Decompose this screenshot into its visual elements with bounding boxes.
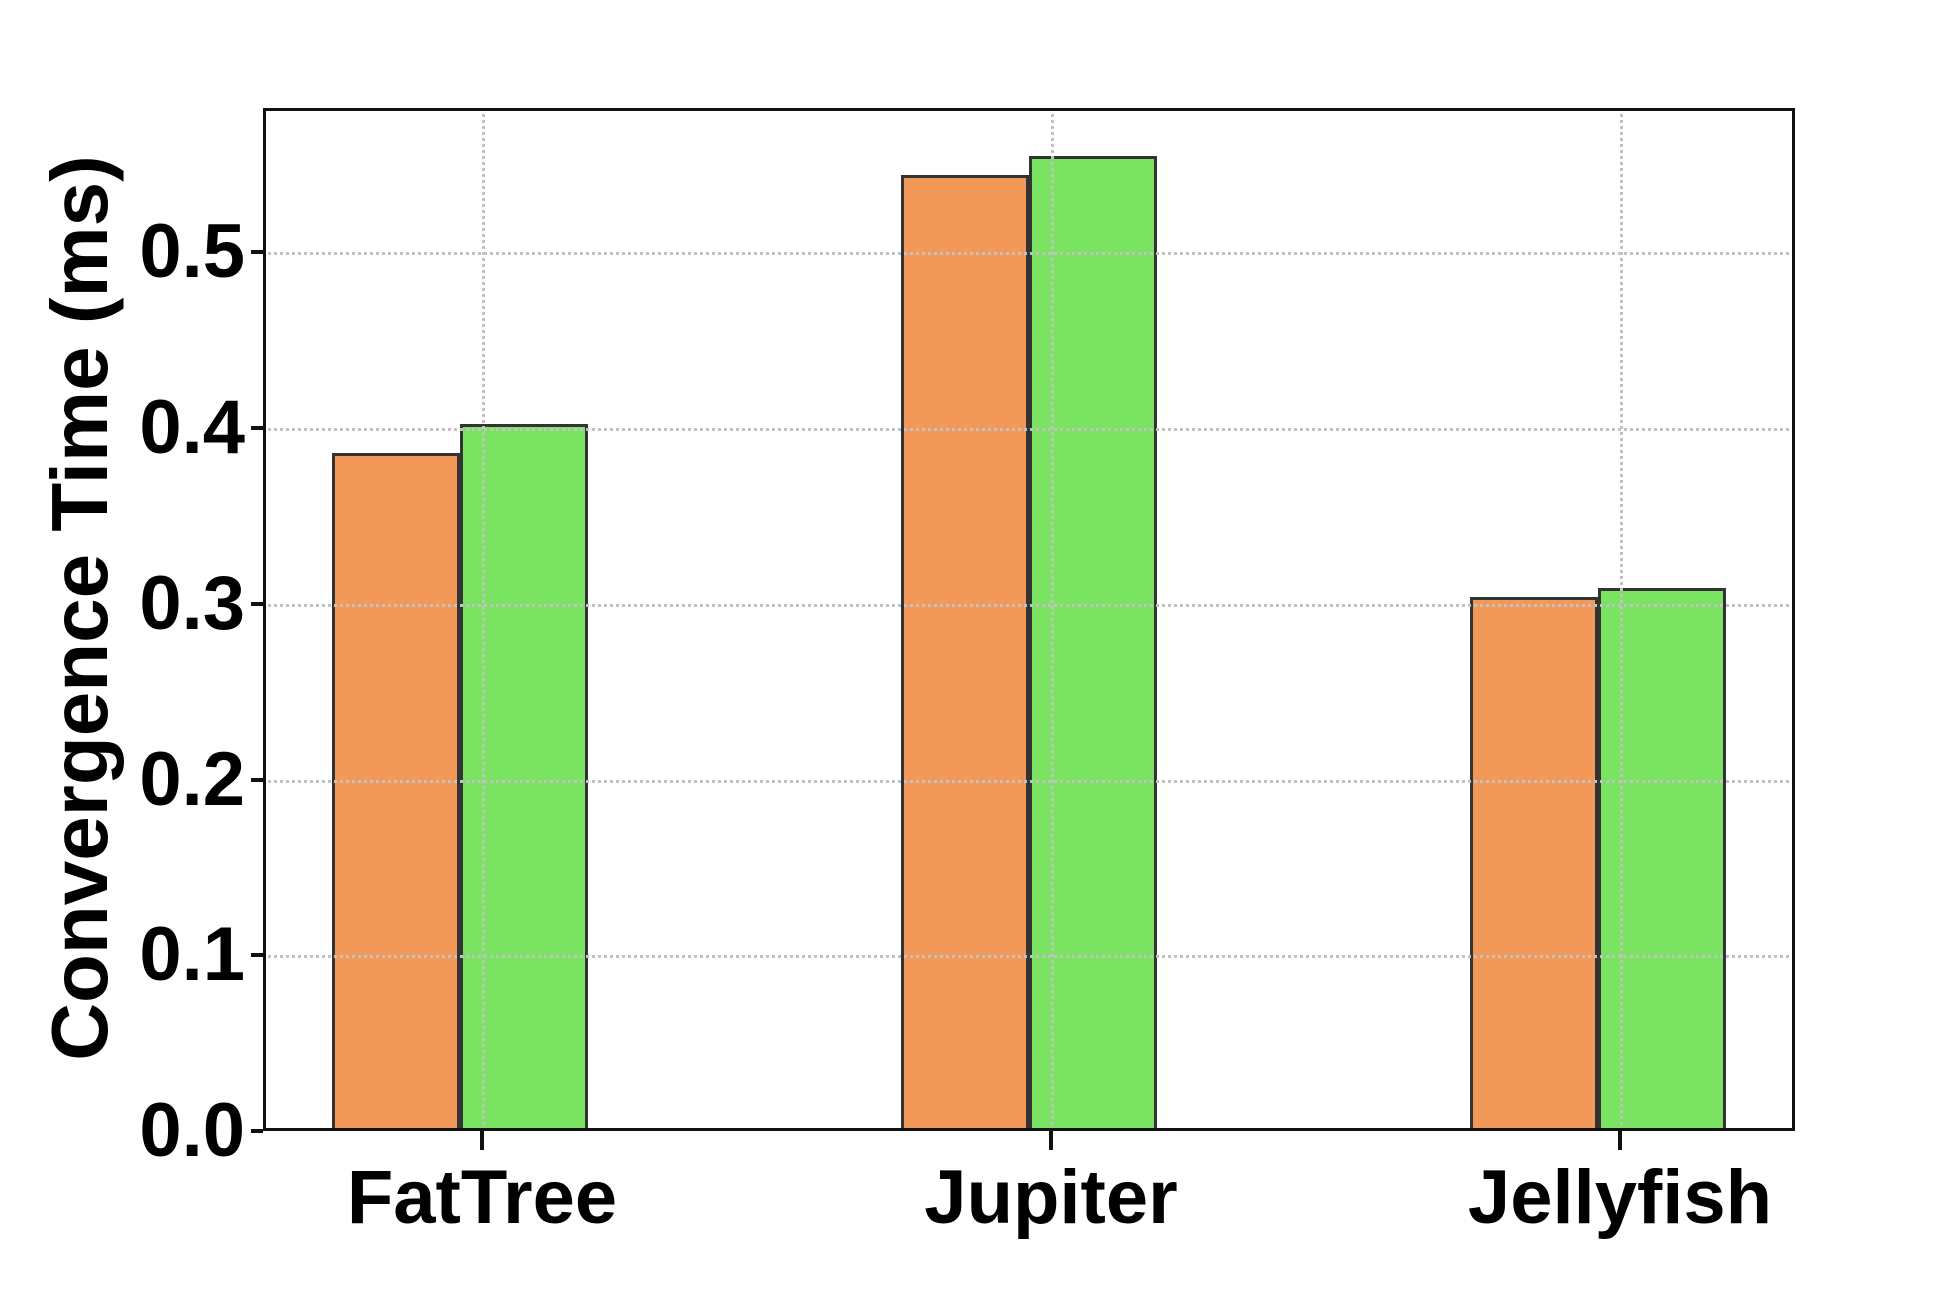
x-tick-mark bbox=[1618, 1131, 1622, 1150]
y-tick-label: 0.1 bbox=[139, 912, 245, 997]
h-gridline bbox=[263, 604, 1795, 607]
y-tick-mark bbox=[251, 602, 263, 606]
y-tick-label: 0.5 bbox=[139, 209, 245, 294]
y-tick-mark bbox=[251, 250, 263, 254]
h-gridline bbox=[263, 955, 1795, 958]
y-tick-label: 0.2 bbox=[139, 737, 245, 822]
x-tick-label-Jupiter: Jupiter bbox=[924, 1155, 1178, 1240]
h-gridline bbox=[263, 428, 1795, 431]
x-tick-label-Jellyfish: Jellyfish bbox=[1467, 1155, 1773, 1240]
y-tick-label: 0.3 bbox=[139, 561, 245, 646]
h-gridline bbox=[263, 252, 1795, 255]
bar-green-Jupiter bbox=[1029, 156, 1157, 1131]
bar-green-FatTree bbox=[460, 424, 588, 1131]
bar-orange-Jellyfish bbox=[1470, 597, 1598, 1131]
bar-green-Jellyfish bbox=[1598, 588, 1726, 1131]
bar-orange-Jupiter bbox=[901, 175, 1029, 1131]
v-gridline bbox=[1051, 108, 1054, 1131]
v-gridline bbox=[482, 108, 485, 1131]
y-tick-mark bbox=[251, 778, 263, 782]
y-axis-label: Convergence Time (ms) bbox=[35, 155, 124, 1061]
bar-orange-FatTree bbox=[332, 453, 460, 1131]
h-gridline bbox=[263, 780, 1795, 783]
y-tick-mark bbox=[251, 426, 263, 430]
y-tick-label: 0.0 bbox=[139, 1088, 245, 1173]
v-gridline bbox=[1620, 108, 1623, 1131]
x-tick-mark bbox=[480, 1131, 484, 1150]
plot-area bbox=[263, 108, 1795, 1131]
y-tick-label: 0.4 bbox=[139, 385, 245, 470]
x-tick-mark bbox=[1049, 1131, 1053, 1150]
y-tick-mark bbox=[251, 953, 263, 957]
x-tick-label-FatTree: FatTree bbox=[346, 1155, 618, 1240]
y-tick-mark bbox=[251, 1129, 263, 1133]
